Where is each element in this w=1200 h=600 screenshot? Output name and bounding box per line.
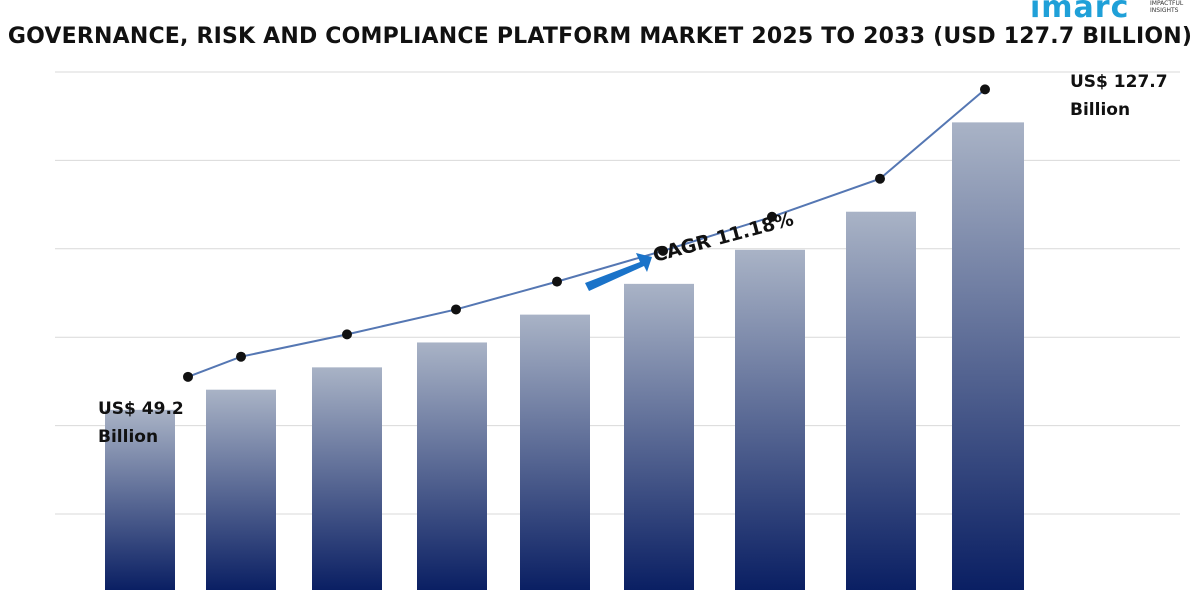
marker-2032 xyxy=(875,173,885,184)
bar-2027 xyxy=(312,367,382,590)
bar-2025 xyxy=(105,409,175,590)
start-value-label-line1: US$ 49.2 xyxy=(98,399,184,419)
bar-2028 xyxy=(417,342,487,590)
bar-2029 xyxy=(520,314,590,590)
markers xyxy=(183,84,990,382)
brand-tagline: IMPACTFUL INSIGHTS xyxy=(1150,0,1184,14)
bar-2030 xyxy=(624,283,694,590)
bar-2033 xyxy=(952,122,1024,590)
marker-2025 xyxy=(183,371,193,382)
marker-2030 xyxy=(658,245,668,256)
bar-2026 xyxy=(206,389,276,590)
end-value-label-line1: US$ 127.7 xyxy=(1070,72,1168,92)
marker-2031 xyxy=(767,211,777,222)
end-value-label-line2: Billion xyxy=(1070,100,1130,120)
marker-2029 xyxy=(552,276,562,287)
brand-logo: imarc xyxy=(1030,0,1130,25)
cagr-arrow-shape xyxy=(585,253,652,291)
marker-2028 xyxy=(451,304,461,315)
chart-title: GOVERNANCE, RISK AND COMPLIANCE PLATFORM… xyxy=(7,24,1193,49)
start-value-label-line2: Billion xyxy=(98,427,158,447)
bars xyxy=(105,122,1024,591)
bar-2031 xyxy=(735,249,805,591)
marker-2026 xyxy=(236,351,246,362)
bar-2032 xyxy=(846,211,916,590)
marker-2027 xyxy=(342,329,352,340)
marker-2033 xyxy=(980,84,990,95)
cagr-arrow xyxy=(585,253,652,291)
